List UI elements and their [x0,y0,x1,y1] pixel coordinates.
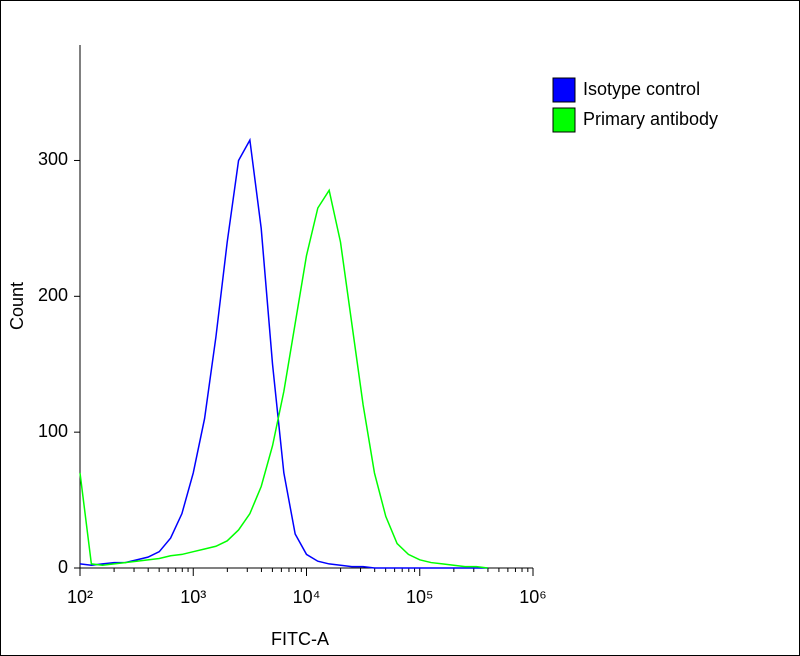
x-axis-label: FITC-A [271,629,329,649]
x-tick-label: 10⁶ [519,587,546,607]
x-tick-label: 10³ [180,587,206,607]
y-tick-label: 0 [58,557,68,577]
legend-label: Isotype control [583,79,700,99]
x-tick-label: 10⁴ [293,587,321,607]
legend-label: Primary antibody [583,109,718,129]
x-tick-label: 10² [67,587,93,607]
y-axis-label: Count [7,282,27,330]
legend-swatch [552,77,576,103]
legend-swatch [552,107,576,133]
y-tick-label: 100 [38,421,68,441]
series-line [79,188,488,569]
series-line [79,137,488,569]
y-tick-label: 300 [38,149,68,169]
y-tick-label: 200 [38,285,68,305]
x-tick-label: 10⁵ [406,587,433,607]
